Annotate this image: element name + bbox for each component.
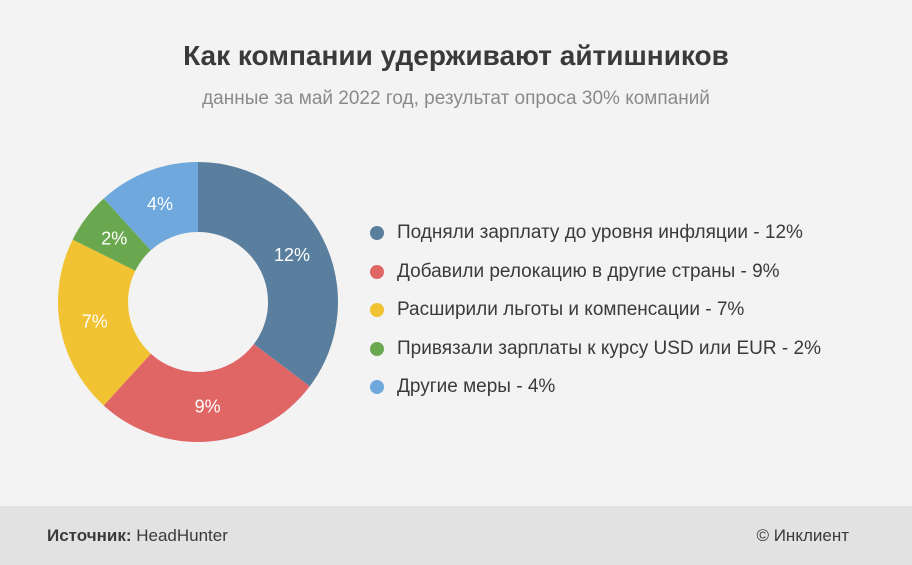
legend-item: Другие меры - 4%: [370, 368, 821, 407]
slice-data-label: 2%: [101, 229, 127, 249]
legend-swatch: [370, 303, 384, 318]
source-credit: Источник: HeadHunter: [47, 526, 228, 546]
donut-slice: [198, 162, 338, 387]
donut-slice: [58, 239, 151, 406]
legend-label: Подняли зарплату до уровня инфляции - 12…: [397, 222, 803, 244]
source-value: HeadHunter: [136, 526, 228, 545]
slice-data-label: 9%: [195, 397, 221, 417]
legend-swatch: [370, 341, 384, 356]
legend-label: Привязали зарплаты к курсу USD или EUR -…: [397, 337, 821, 359]
legend-item: Привязали зарплаты к курсу USD или EUR -…: [370, 330, 821, 369]
chart-title: Как компании удерживают айтишников: [183, 40, 729, 71]
copyright: © Инклиент: [756, 526, 849, 545]
source-label: Источник:: [47, 526, 132, 545]
legend-swatch: [370, 226, 384, 241]
footer-bar: Источник: HeadHunter © Инклиент: [0, 506, 912, 565]
legend-label: Расширили льготы и компенсации - 7%: [397, 299, 745, 321]
slice-data-label: 7%: [82, 311, 108, 331]
donut-slice: [103, 162, 198, 251]
legend-item: Добавили релокацию в другие страны - 9%: [370, 253, 821, 292]
donut-slice: [103, 344, 310, 442]
legend-item: Расширили льготы и компенсации - 7%: [370, 291, 821, 330]
chart-legend: Подняли зарплату до уровня инфляции - 12…: [370, 214, 821, 407]
legend-swatch: [370, 264, 384, 279]
donut-slice: [72, 198, 151, 271]
slice-data-label: 4%: [147, 194, 173, 214]
legend-label: Добавили релокацию в другие страны - 9%: [397, 260, 780, 282]
chart-subtitle: данные за май 2022 год, результат опроса…: [202, 88, 710, 109]
legend-item: Подняли зарплату до уровня инфляции - 12…: [370, 214, 821, 253]
slice-data-label: 12%: [274, 245, 310, 265]
legend-swatch: [370, 380, 384, 395]
legend-label: Другие меры - 4%: [397, 376, 556, 398]
